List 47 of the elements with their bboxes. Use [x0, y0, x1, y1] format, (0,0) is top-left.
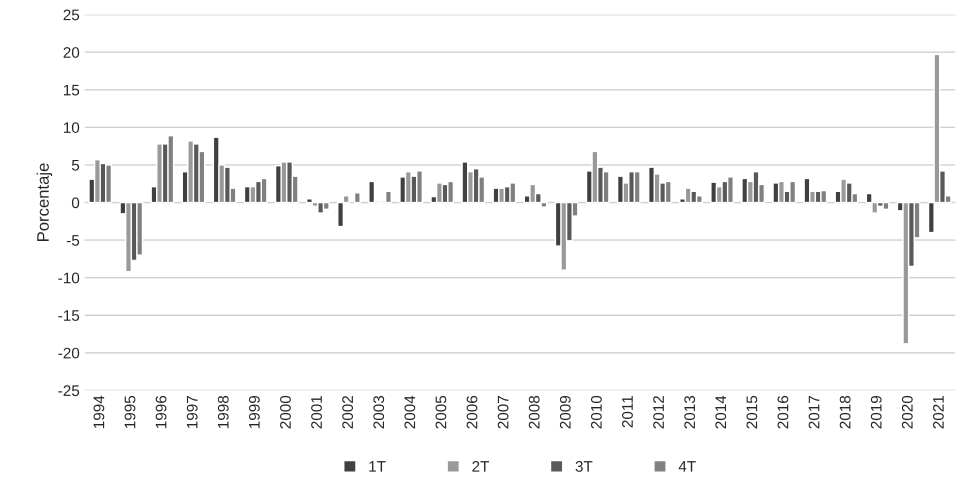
x-tick-label: 1994	[93, 396, 104, 428]
x-tick-label: 2020	[902, 396, 913, 428]
legend-label: 2T	[472, 461, 490, 472]
legend-label: 3T	[576, 461, 592, 472]
x-tick-label: 2016	[778, 396, 788, 428]
x-tick-label: 2018	[840, 396, 851, 428]
y-axis-title: Porcentaje	[36, 163, 52, 241]
y-tick-label: -10	[58, 272, 80, 284]
x-tick-label: 2006	[466, 396, 478, 428]
x-tick-label: 2019	[870, 396, 882, 428]
x-tick-label: 1995	[124, 396, 136, 428]
legend-label: 1T	[369, 461, 386, 472]
x-tick-label: 2021	[933, 396, 944, 428]
x-tick-label: 2014	[715, 396, 726, 428]
x-tick-label: 1999	[248, 396, 260, 428]
x-tick-label: 2007	[498, 396, 509, 428]
x-tick-label: 2013	[684, 396, 696, 428]
x-tick-label: 2011	[622, 396, 633, 428]
y-tick-label: 15	[64, 84, 80, 96]
y-tick-label: 20	[64, 47, 80, 58]
x-tick-label: 2000	[280, 396, 291, 428]
x-tick-label: 2004	[404, 396, 416, 428]
x-tick-label: 2005	[436, 396, 446, 428]
y-tick-label: 5	[72, 160, 80, 171]
x-tick-label: 2009	[560, 396, 571, 428]
x-tick-label: 1997	[186, 396, 198, 428]
x-tick-label: 2003	[373, 396, 384, 428]
x-tick-label: 1996	[156, 396, 166, 428]
x-tick-label: 2017	[808, 396, 820, 428]
x-tick-label: 2010	[590, 396, 602, 428]
legend-label: 4T	[678, 461, 696, 472]
y-tick-label: -25	[58, 385, 80, 396]
y-tick-label: 0	[72, 197, 80, 208]
bar	[306, 198, 313, 204]
x-tick-label: 2012	[653, 396, 664, 428]
y-tick-label: -15	[58, 310, 80, 321]
x-tick-label: 2001	[311, 396, 322, 428]
bar	[354, 192, 361, 204]
bar	[368, 180, 376, 204]
x-tick-label: 2008	[528, 396, 540, 428]
y-tick-label: -20	[58, 348, 80, 359]
y-tick-label: 25	[64, 10, 80, 20]
x-tick-label: 1998	[218, 396, 229, 428]
x-tick-label: 2015	[746, 396, 758, 428]
y-tick-label: -5	[66, 235, 80, 246]
y-tick-label: 10	[64, 122, 80, 134]
x-tick-label: 2002	[342, 396, 354, 428]
